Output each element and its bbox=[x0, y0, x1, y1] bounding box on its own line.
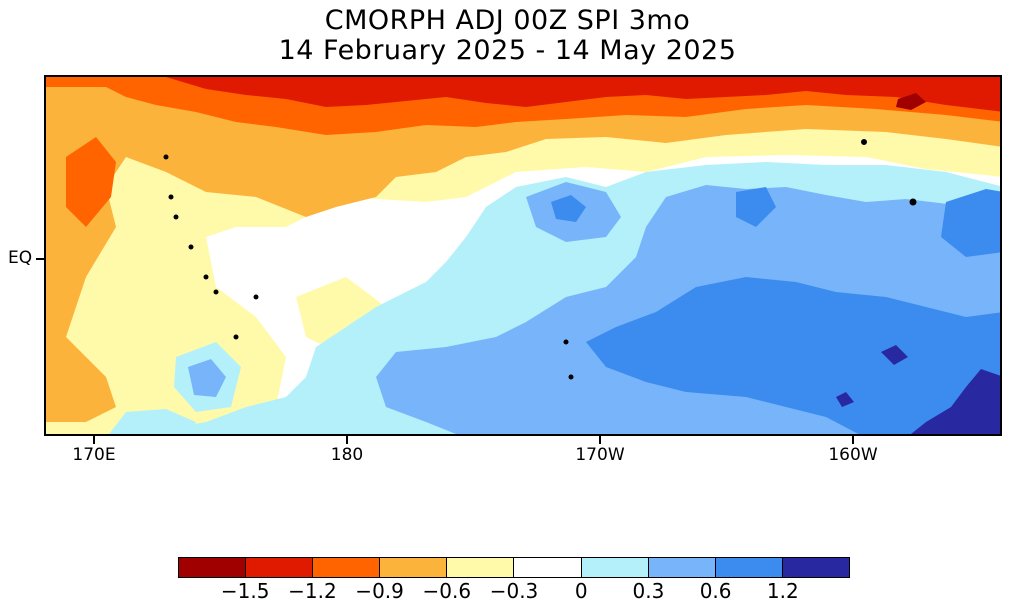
x-label-160w: 160W bbox=[828, 445, 878, 465]
dry-region-red bbox=[166, 77, 1000, 112]
spi-map-canvas bbox=[46, 77, 1000, 434]
island-outlines bbox=[163, 139, 917, 380]
wet-region-extreme-spot bbox=[881, 345, 908, 365]
x-tick-170e bbox=[93, 436, 95, 444]
color-legend-bar bbox=[178, 557, 850, 578]
legend-label: −1.2 bbox=[288, 579, 337, 603]
legend-swatch bbox=[581, 558, 649, 577]
x-tick-160w bbox=[852, 436, 854, 444]
wet-region-strong-central bbox=[736, 187, 776, 227]
wet-region-light-sw bbox=[109, 409, 196, 434]
wet-region-extreme-spot2 bbox=[836, 392, 854, 407]
dry-region-orange-light bbox=[46, 77, 1000, 422]
wet-region-strong-east bbox=[941, 189, 1000, 257]
legend-swatch bbox=[447, 558, 515, 577]
legend-label: −0.3 bbox=[489, 579, 539, 603]
legend-label: −0.6 bbox=[422, 579, 472, 603]
legend-swatch bbox=[246, 558, 314, 577]
legend-swatch bbox=[782, 558, 849, 577]
legend-swatch bbox=[179, 558, 247, 577]
y-tick-eq bbox=[36, 258, 44, 260]
x-tick-170w bbox=[599, 436, 601, 444]
wet-region-mid-west bbox=[188, 359, 226, 397]
legend-label: −1.5 bbox=[220, 579, 270, 603]
x-label-180: 180 bbox=[330, 445, 364, 465]
legend-label: 0.6 bbox=[699, 579, 732, 603]
x-label-170w: 170W bbox=[575, 445, 625, 465]
legend-swatch bbox=[380, 558, 448, 577]
legend-swatch bbox=[715, 558, 783, 577]
map-subtitle-dates: 14 February 2025 - 14 May 2025 bbox=[278, 35, 737, 66]
wet-region-strong bbox=[586, 277, 1000, 434]
legend-swatch bbox=[514, 558, 582, 577]
legend-label: 0.3 bbox=[632, 579, 665, 603]
dry-region-extreme bbox=[896, 93, 926, 110]
y-label-eq: EQ bbox=[8, 248, 33, 268]
legend-swatch bbox=[313, 558, 381, 577]
legend-swatch bbox=[648, 558, 716, 577]
x-tick-180 bbox=[346, 436, 348, 444]
legend-label: 0 bbox=[574, 579, 588, 603]
map-title: CMORPH ADJ 00Z SPI 3mo bbox=[324, 5, 691, 36]
wet-region-extreme bbox=[911, 369, 1000, 434]
legend-label: 1.2 bbox=[766, 579, 799, 603]
wet-region-strong-north bbox=[551, 195, 586, 222]
dry-region-orange-west bbox=[66, 137, 116, 227]
legend-label: −0.9 bbox=[355, 579, 404, 603]
x-label-170e: 170E bbox=[72, 445, 116, 465]
spi-map bbox=[44, 75, 1002, 436]
